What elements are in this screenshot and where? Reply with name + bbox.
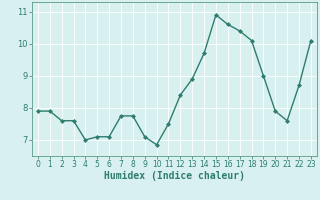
X-axis label: Humidex (Indice chaleur): Humidex (Indice chaleur) xyxy=(104,171,245,181)
